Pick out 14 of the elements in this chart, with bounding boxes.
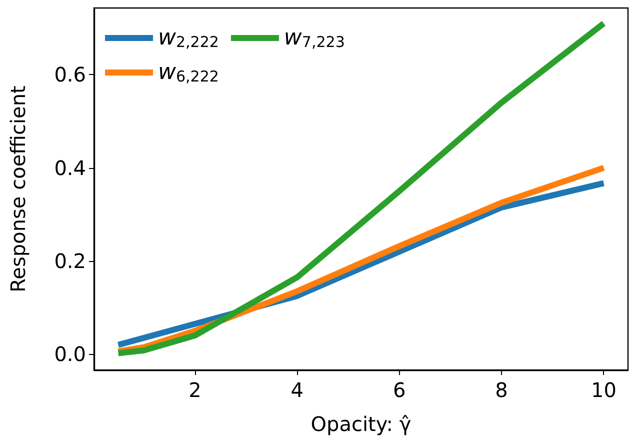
y-tick-label: 0.6 xyxy=(54,62,86,87)
x-tick-label: 4 xyxy=(290,378,304,402)
legend-label: w7,223 xyxy=(284,26,345,51)
x-tick-label: 8 xyxy=(495,378,508,402)
x-tick-label: 2 xyxy=(188,378,202,402)
y-tick-label: 0.4 xyxy=(54,156,86,180)
legend-label: w6,222 xyxy=(158,60,219,86)
legend-label: w2,222 xyxy=(158,26,219,51)
x-axis-title: Opacity: γ̂ xyxy=(310,412,412,436)
y-axis-title: Response coefficient xyxy=(6,86,30,292)
y-tick-label: 0.0 xyxy=(54,342,86,366)
x-tick-label: 6 xyxy=(392,378,406,402)
y-tick-label: 0.2 xyxy=(54,248,86,273)
x-tick-label: 10 xyxy=(591,378,616,402)
